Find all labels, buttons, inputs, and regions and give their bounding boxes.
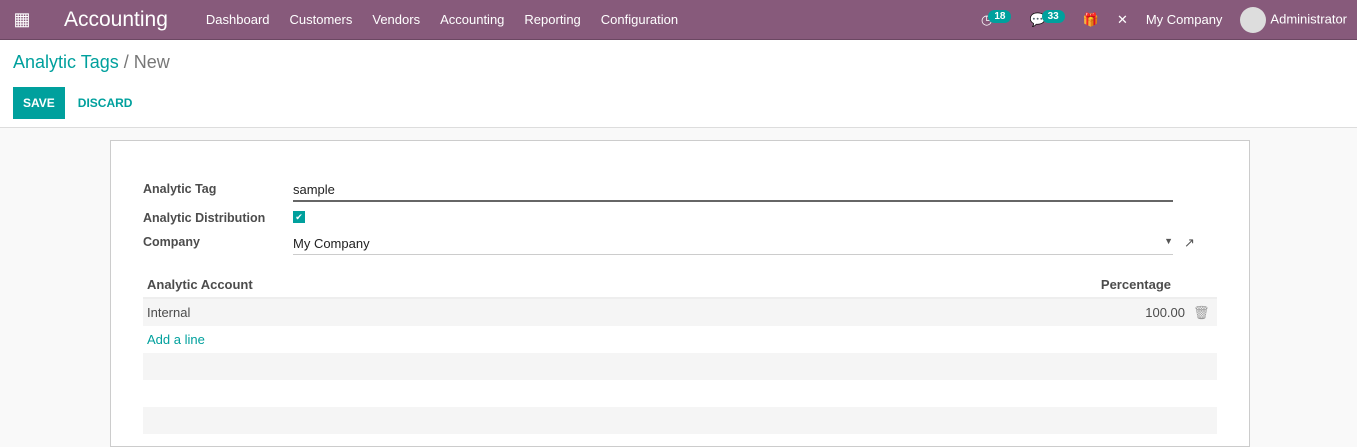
analytic-tag-input[interactable]: sample [293, 182, 1173, 202]
control-panel: Analytic Tags / New SAVE DISCARD [0, 40, 1357, 128]
external-link-icon[interactable]: ↗ [1184, 235, 1195, 250]
menu-dashboard[interactable]: Dashboard [205, 12, 270, 27]
tools-icon[interactable]: ✕ [1116, 11, 1128, 27]
user-name: Administrator [1270, 10, 1347, 26]
menu-vendors[interactable]: Vendors [372, 12, 421, 27]
col-percentage[interactable]: Percentage [1100, 276, 1171, 292]
menu-reporting[interactable]: Reporting [524, 12, 581, 27]
clock-icon: ◷ [980, 11, 993, 27]
col-analytic-account[interactable]: Analytic Account [147, 276, 253, 292]
gift-icon[interactable]: 🎁 [1082, 11, 1099, 27]
save-button[interactable]: SAVE [13, 87, 65, 119]
breadcrumb-separator: / [123, 52, 129, 72]
apps-menu-icon[interactable]: ▦ [13, 9, 31, 29]
analytic-distribution-label: Analytic Distribution [143, 211, 266, 225]
app-title[interactable]: Accounting [64, 7, 168, 31]
user-menu[interactable]: Administrator [1240, 6, 1347, 33]
menu-configuration[interactable]: Configuration [600, 12, 679, 27]
empty-row [143, 380, 1217, 407]
empty-row [143, 353, 1217, 380]
analytic-lines-table: Analytic Account Percentage Internal 100.0… [143, 271, 1217, 434]
breadcrumb: Analytic Tags / New [13, 52, 1344, 73]
trash-icon[interactable]: 🗑 [1193, 304, 1210, 320]
top-navbar: ▦ Accounting Dashboard Customers Vendors Ac… [0, 0, 1357, 40]
empty-row [143, 407, 1217, 434]
breadcrumb-current: New [133, 52, 170, 72]
chat-icon: 💬 [1029, 11, 1046, 27]
analytic-tag-label: Analytic Tag [143, 182, 217, 196]
analytic-distribution-checkbox[interactable]: ✔ [293, 211, 305, 223]
company-select[interactable]: My Company ▼ [293, 236, 1173, 255]
add-line-row: Add a line [143, 326, 1217, 353]
messages-button[interactable]: 💬 33 [1029, 9, 1065, 28]
messages-badge: 33 [1041, 9, 1065, 23]
menu-accounting[interactable]: Accounting [440, 12, 505, 27]
form-sheet: Analytic Tag sample Analytic Distributio… [110, 140, 1250, 447]
table-row[interactable]: Internal 100.00 🗑 [143, 299, 1217, 326]
activity-badge: 18 [988, 9, 1012, 23]
company-switcher[interactable]: My Company [1145, 12, 1223, 27]
discard-button[interactable]: DISCARD [77, 96, 133, 110]
activity-button[interactable]: ◷ 18 [980, 9, 1012, 28]
company-value: My Company [293, 236, 370, 251]
add-line-link[interactable]: Add a line [147, 332, 205, 347]
caret-down-icon: ▼ [1164, 236, 1173, 246]
cell-percentage: 100.00 [1145, 305, 1185, 320]
avatar [1240, 6, 1267, 33]
menu-customers[interactable]: Customers [289, 12, 353, 27]
breadcrumb-parent[interactable]: Analytic Tags [13, 52, 119, 72]
company-label: Company [143, 235, 200, 249]
table-header: Analytic Account Percentage [143, 271, 1217, 299]
cell-account: Internal [147, 305, 191, 320]
